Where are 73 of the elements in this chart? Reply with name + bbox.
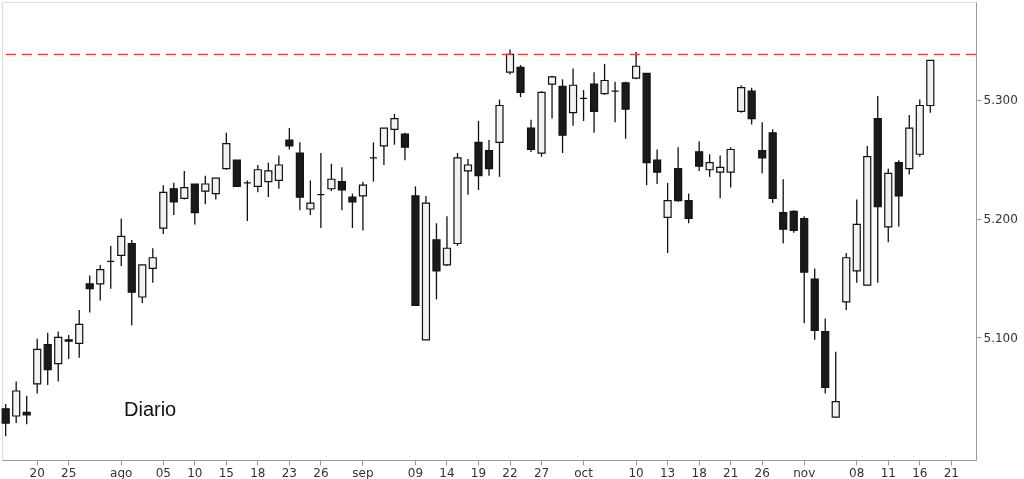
x-tick-label: sep [352,465,374,479]
x-tick-label: 26 [313,465,329,479]
candlestick [264,161,273,198]
x-tick-label: 05 [155,465,171,479]
candlestick [600,63,609,96]
candlestick [211,177,220,201]
candlestick [442,215,452,267]
x-tick-label: 21 [943,465,959,479]
candlestick [831,351,840,418]
candlestick [505,48,515,76]
x-tick-label: 11 [880,465,896,479]
candlestick [64,334,73,360]
candlestick [85,274,94,314]
candlestick [285,127,294,151]
x-tick-label: 16 [912,465,928,479]
y-tick-label: 5.300 [983,93,1018,108]
candlestick [684,192,693,224]
candlestick [663,182,672,254]
candlestick [96,264,105,302]
candlestick [695,140,704,172]
candlestick [726,146,735,189]
candlestick [379,127,389,166]
x-tick-label: 09 [407,465,424,479]
x-tick-label: 13 [659,465,676,479]
candlestick [526,119,536,153]
candlestick [117,217,126,267]
y-tick-label: 5.200 [983,212,1018,227]
x-tick-label: 27 [533,465,550,479]
candlestick [789,209,798,234]
y-tick-label: 5.100 [983,330,1018,345]
x-tick-label: 20 [29,465,45,479]
x-tick-label: 14 [439,465,455,479]
candlestick [180,170,189,201]
candlestick [274,154,283,190]
x-tick-label: 22 [502,465,518,479]
candlestick [758,121,767,174]
candlestick [705,153,714,178]
x-tick-label: ago [110,465,133,479]
candlestick [327,163,336,192]
x-tick-label: 25 [61,465,77,479]
candlestick [400,132,410,161]
candlestick [463,158,473,196]
candlestick [653,148,662,185]
candlestick [253,164,262,193]
candlestick [779,178,788,245]
candlestick [306,179,315,216]
x-tick-label: 10 [628,465,644,479]
candlestick [390,113,399,146]
x-tick-label: 10 [187,465,203,479]
x-tick-label: 08 [849,465,865,479]
candlestick [348,192,357,229]
x-tick-label: 18 [250,465,266,479]
x-tick-label: 26 [754,465,770,479]
x-tick-label: 23 [281,465,298,479]
x-tick-label: 19 [470,465,487,479]
candlestick [148,247,157,284]
candlestick [169,182,178,216]
x-tick-label: oct [574,465,594,479]
x-tick-label: 21 [723,465,739,479]
candlestick [737,84,746,114]
candlestick [201,175,210,205]
x-tick-label: nov [793,465,816,479]
x-tick-label: 18 [691,465,707,479]
candlestick [716,154,725,199]
candlestick [75,309,84,359]
candlestick [484,139,494,177]
x-tick-label: 15 [218,465,234,479]
candlestick [358,180,368,232]
candlestick [337,166,346,211]
candlestick [547,75,557,120]
candlestick [1,403,10,437]
annotation: Diario [124,398,177,420]
candlestick [632,51,641,80]
